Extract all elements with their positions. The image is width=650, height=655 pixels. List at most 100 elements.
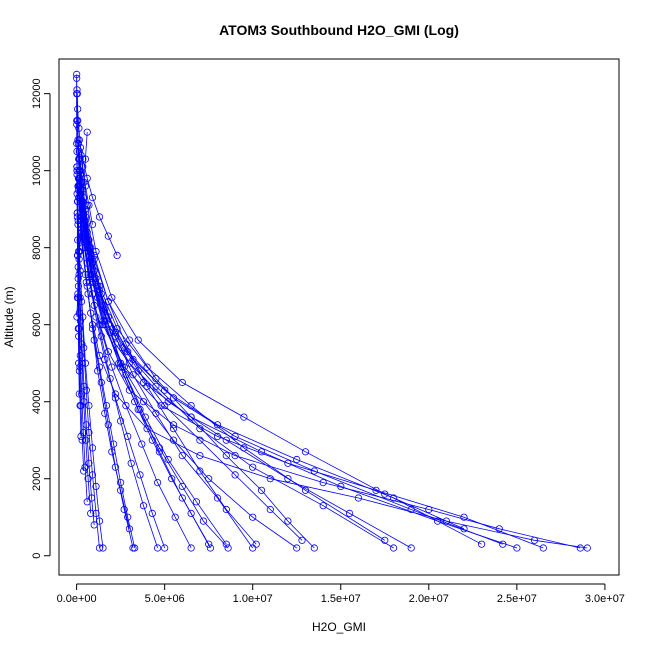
data-point — [81, 463, 89, 471]
data-point — [88, 444, 97, 452]
data-point — [372, 486, 380, 494]
data-point — [85, 459, 93, 467]
data-point — [495, 525, 503, 533]
data-point — [152, 409, 160, 417]
profile-series — [77, 178, 213, 548]
data-point — [90, 521, 98, 529]
data-point — [74, 274, 82, 283]
data-point — [75, 390, 83, 398]
data-point — [92, 274, 100, 283]
data-point — [249, 463, 257, 471]
data-point — [125, 525, 133, 533]
data-point — [74, 186, 83, 194]
data-point — [79, 155, 87, 163]
x-tick-label: 0.0e+00 — [57, 593, 97, 605]
data-point — [79, 197, 87, 206]
data-point — [94, 367, 102, 375]
data-point — [460, 525, 468, 533]
data-point — [143, 363, 151, 371]
data-point — [127, 459, 135, 467]
data-point — [138, 440, 146, 448]
data-point — [94, 282, 102, 290]
data-point — [224, 544, 232, 552]
data-point — [231, 471, 239, 479]
data-point — [164, 455, 172, 464]
data-point — [222, 505, 230, 514]
x-axis-label: H2O_GMI — [312, 620, 366, 634]
data-point — [169, 436, 178, 444]
data-point — [73, 209, 81, 217]
y-tick-label: 0 — [31, 553, 43, 559]
profile-line — [76, 78, 80, 395]
data-point — [75, 136, 83, 144]
data-point — [74, 251, 82, 259]
data-point — [87, 270, 95, 279]
data-point — [88, 324, 97, 333]
data-point — [310, 544, 318, 552]
data-point — [122, 401, 130, 410]
data-point — [83, 282, 91, 290]
data-point — [319, 502, 327, 510]
data-point — [76, 363, 84, 371]
data-point — [231, 432, 239, 440]
data-point — [407, 544, 415, 552]
data-point — [101, 355, 109, 363]
data-point — [73, 86, 81, 94]
data-point — [106, 374, 114, 383]
data-point — [108, 363, 116, 371]
data-point — [73, 70, 81, 79]
profile-line — [80, 182, 210, 545]
data-point — [95, 351, 104, 360]
data-point — [284, 459, 292, 467]
data-point — [73, 74, 81, 82]
data-point — [113, 251, 121, 259]
data-point — [583, 544, 591, 552]
data-point — [83, 128, 91, 136]
data-point — [178, 482, 186, 490]
data-point — [122, 371, 130, 379]
data-point — [154, 478, 162, 487]
data-point — [187, 544, 195, 552]
data-point — [95, 517, 104, 525]
data-point — [513, 544, 521, 552]
data-point — [85, 401, 93, 410]
profile-line — [77, 186, 136, 549]
data-point — [88, 494, 96, 502]
data-point — [117, 478, 125, 487]
data-point — [136, 471, 144, 479]
data-point — [129, 371, 137, 379]
data-point — [178, 451, 186, 460]
data-point — [319, 478, 327, 487]
data-point — [187, 509, 195, 518]
x-tick-label: 2.5e+07 — [497, 593, 537, 605]
data-point — [88, 221, 97, 229]
data-point — [75, 270, 83, 279]
data-point — [192, 498, 200, 506]
data-point — [337, 482, 345, 490]
profile-line — [77, 201, 100, 549]
data-point — [240, 413, 248, 421]
data-point — [87, 509, 95, 518]
data-point — [576, 544, 584, 552]
data-point — [92, 482, 100, 490]
data-point — [95, 213, 104, 221]
y-tick-label: 2000 — [31, 466, 43, 490]
data-point — [196, 425, 204, 433]
data-point — [249, 544, 257, 552]
y-tick-label: 4000 — [31, 389, 43, 413]
data-point — [83, 498, 91, 506]
data-point — [154, 544, 162, 552]
data-point — [75, 124, 83, 132]
profile-line — [78, 189, 130, 529]
data-point — [539, 544, 547, 552]
data-point — [101, 409, 109, 417]
data-point — [117, 417, 125, 425]
data-point — [460, 513, 468, 521]
data-point — [90, 251, 98, 259]
x-tick-label: 3.0e+07 — [585, 593, 625, 605]
data-point — [97, 332, 105, 340]
data-point — [161, 544, 169, 552]
y-tick-label: 12000 — [31, 78, 43, 109]
profile-line — [78, 178, 297, 549]
data-point — [78, 436, 86, 444]
